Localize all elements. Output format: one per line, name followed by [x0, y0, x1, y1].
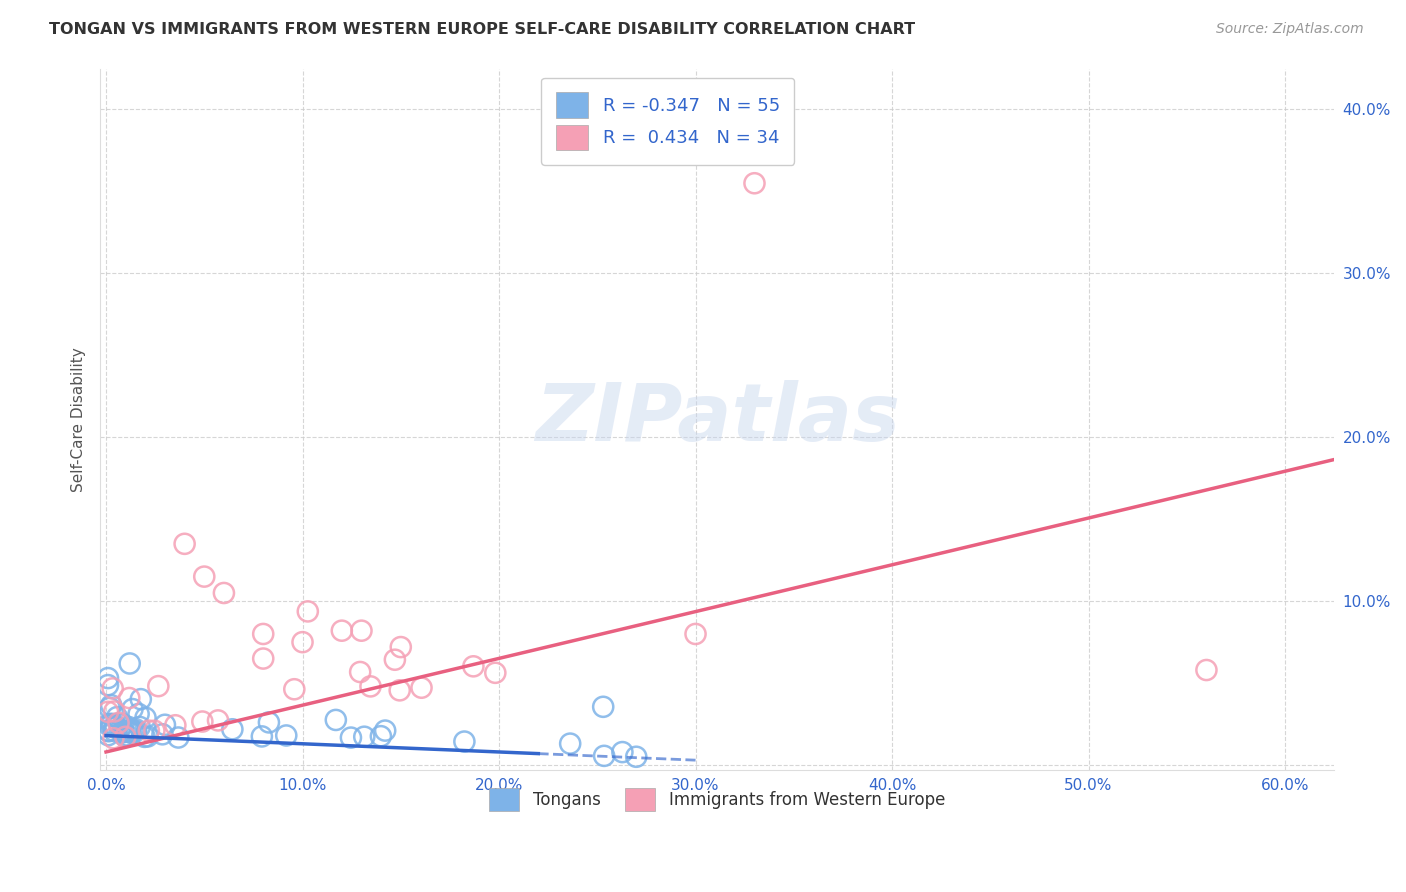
- Point: [108, 722, 131, 736]
- Point: [221, 723, 243, 737]
- Point: [167, 731, 190, 745]
- Point: [152, 727, 174, 741]
- Point: [1195, 663, 1218, 677]
- Point: [353, 730, 375, 744]
- Point: [111, 725, 134, 739]
- Point: [105, 710, 128, 724]
- Point: [118, 657, 141, 671]
- Text: Source: ZipAtlas.com: Source: ZipAtlas.com: [1216, 22, 1364, 37]
- Point: [118, 724, 141, 739]
- Point: [134, 730, 156, 744]
- Point: [360, 679, 382, 693]
- Point: [291, 635, 314, 649]
- Legend: Tongans, Immigrants from Western Europe: Tongans, Immigrants from Western Europe: [475, 774, 959, 825]
- Point: [97, 717, 120, 731]
- Point: [685, 627, 707, 641]
- Point: [153, 718, 176, 732]
- Point: [349, 665, 371, 679]
- Point: [128, 720, 150, 734]
- Point: [97, 723, 120, 738]
- Point: [744, 176, 766, 190]
- Point: [114, 730, 136, 744]
- Point: [108, 717, 131, 731]
- Point: [101, 681, 124, 696]
- Point: [111, 724, 134, 739]
- Point: [100, 698, 122, 713]
- Point: [374, 723, 396, 738]
- Point: [124, 724, 146, 739]
- Point: [252, 627, 274, 641]
- Point: [103, 721, 125, 735]
- Point: [191, 714, 214, 729]
- Point: [118, 720, 141, 734]
- Point: [330, 624, 353, 638]
- Point: [612, 745, 634, 759]
- Point: [114, 729, 136, 743]
- Point: [484, 665, 506, 680]
- Point: [98, 701, 121, 715]
- Point: [107, 715, 129, 730]
- Point: [148, 679, 170, 693]
- Point: [97, 724, 120, 739]
- Point: [283, 682, 305, 697]
- Point: [143, 723, 166, 738]
- Point: [103, 723, 125, 738]
- Point: [101, 717, 124, 731]
- Point: [112, 724, 135, 739]
- Point: [97, 705, 120, 719]
- Point: [118, 691, 141, 706]
- Point: [626, 749, 648, 764]
- Text: ZIPatlas: ZIPatlas: [534, 380, 900, 458]
- Point: [103, 705, 125, 719]
- Point: [104, 718, 127, 732]
- Point: [370, 729, 392, 743]
- Y-axis label: Self-Care Disability: Self-Care Disability: [72, 347, 86, 491]
- Point: [136, 730, 159, 744]
- Point: [207, 714, 229, 728]
- Point: [117, 724, 139, 739]
- Point: [97, 728, 120, 742]
- Point: [111, 717, 134, 731]
- Point: [250, 730, 273, 744]
- Point: [97, 678, 120, 692]
- Point: [128, 706, 150, 721]
- Point: [384, 653, 406, 667]
- Point: [463, 659, 485, 673]
- Point: [297, 604, 319, 618]
- Point: [100, 717, 122, 731]
- Point: [252, 651, 274, 665]
- Point: [592, 699, 614, 714]
- Point: [325, 713, 347, 727]
- Point: [173, 537, 195, 551]
- Point: [340, 731, 363, 745]
- Point: [388, 683, 411, 698]
- Point: [134, 711, 156, 725]
- Point: [350, 624, 373, 638]
- Point: [560, 737, 582, 751]
- Point: [97, 671, 120, 685]
- Point: [122, 723, 145, 738]
- Point: [117, 729, 139, 743]
- Point: [453, 734, 475, 748]
- Point: [193, 569, 215, 583]
- Point: [389, 640, 412, 654]
- Point: [121, 702, 143, 716]
- Point: [276, 729, 298, 743]
- Point: [165, 718, 187, 732]
- Point: [212, 586, 235, 600]
- Point: [411, 681, 433, 695]
- Point: [120, 725, 142, 739]
- Point: [138, 723, 160, 738]
- Point: [257, 715, 280, 730]
- Point: [129, 692, 152, 706]
- Point: [593, 748, 616, 763]
- Text: TONGAN VS IMMIGRANTS FROM WESTERN EUROPE SELF-CARE DISABILITY CORRELATION CHART: TONGAN VS IMMIGRANTS FROM WESTERN EUROPE…: [49, 22, 915, 37]
- Point: [103, 731, 125, 746]
- Point: [125, 723, 148, 737]
